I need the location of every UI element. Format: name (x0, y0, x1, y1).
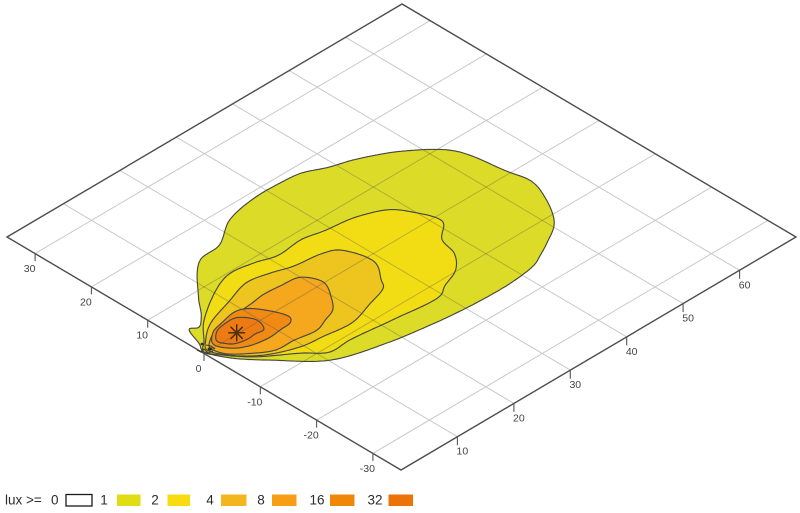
svg-text:32: 32 (367, 493, 382, 508)
svg-text:0: 0 (51, 493, 59, 508)
svg-text:-10: -10 (247, 396, 262, 408)
svg-text:30: 30 (24, 263, 36, 275)
svg-text:30: 30 (569, 379, 581, 391)
svg-text:0: 0 (196, 363, 202, 375)
svg-text:4: 4 (206, 493, 214, 508)
svg-text:20: 20 (513, 412, 525, 424)
svg-text:10: 10 (457, 446, 469, 458)
svg-text:1: 1 (100, 493, 108, 508)
svg-text:50: 50 (682, 313, 694, 325)
svg-text:2: 2 (151, 493, 159, 508)
svg-text:8: 8 (257, 493, 265, 508)
svg-text:20: 20 (80, 296, 92, 308)
svg-text:-20: -20 (304, 430, 319, 442)
svg-text:lux >=: lux >= (5, 493, 42, 508)
svg-text:40: 40 (626, 346, 638, 358)
svg-text:10: 10 (136, 330, 148, 342)
svg-text:16: 16 (309, 493, 324, 508)
svg-text:-30: -30 (360, 463, 375, 475)
svg-text:60: 60 (739, 279, 751, 291)
